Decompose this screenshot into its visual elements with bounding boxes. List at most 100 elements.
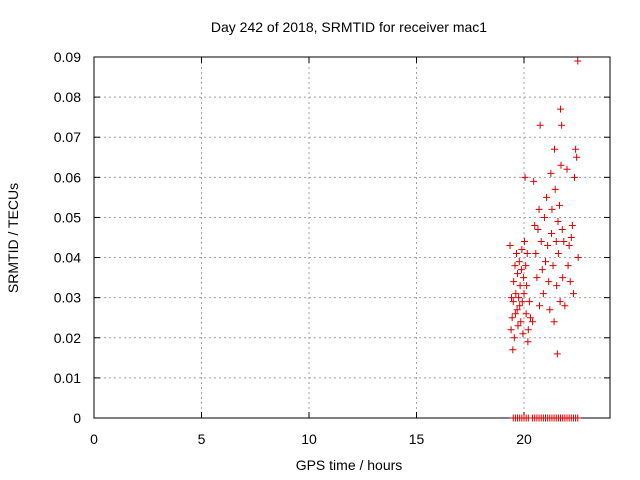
y-tick-label: 0.09 (54, 49, 81, 65)
data-point (531, 221, 539, 229)
data-point (544, 242, 552, 250)
data-point (573, 153, 581, 161)
data-point (510, 278, 518, 286)
data-point (515, 294, 523, 302)
data-point (506, 242, 514, 250)
data-point (537, 238, 545, 246)
x-tick-label: 0 (90, 431, 98, 447)
data-point (569, 290, 577, 298)
data-point (548, 229, 556, 237)
data-point (542, 258, 549, 266)
grid-lines (94, 57, 610, 418)
data-point (524, 326, 532, 334)
data-point (550, 318, 558, 326)
y-tick-label: 0.02 (54, 330, 81, 346)
data-point (536, 121, 544, 129)
data-point (519, 330, 527, 338)
y-tick-label: 0.01 (54, 370, 81, 386)
data-point (512, 290, 520, 298)
y-tick-label: 0.03 (54, 290, 81, 306)
data-point (554, 217, 562, 225)
x-tick-label: 5 (198, 431, 206, 447)
data-point (512, 250, 520, 258)
data-point (546, 306, 554, 314)
y-tick-label: 0.07 (54, 129, 81, 145)
data-point (565, 242, 573, 250)
data-point (514, 322, 522, 330)
data-point (507, 326, 515, 334)
data-point (516, 302, 524, 310)
data-point (574, 254, 582, 262)
data-point (535, 302, 543, 310)
x-axis-label: GPS time / hours (296, 457, 403, 473)
data-point (574, 57, 582, 65)
data-point (511, 262, 519, 270)
data-point (529, 318, 537, 326)
data-point (534, 225, 542, 233)
data-point (548, 205, 556, 213)
data-point (522, 262, 530, 270)
data-point (557, 161, 565, 169)
data-point (533, 274, 541, 282)
data-point (516, 282, 524, 290)
plot-frame (93, 56, 611, 419)
x-tick-label: 15 (409, 431, 425, 447)
data-point (532, 250, 540, 258)
data-point (520, 290, 528, 298)
data-point (572, 145, 580, 153)
data-point (563, 165, 571, 173)
x-tick-label: 10 (301, 431, 317, 447)
y-tick-label: 0.06 (54, 169, 81, 185)
data-point (540, 213, 548, 221)
y-tick-label: 0 (73, 410, 81, 426)
y-tick-label: 0.08 (54, 89, 81, 105)
data-point (509, 346, 517, 354)
data-point (553, 350, 561, 358)
data-point (543, 193, 551, 201)
data-point (520, 238, 528, 246)
data-point (551, 145, 559, 153)
data-point (510, 334, 518, 342)
data-point (518, 246, 526, 254)
data-point (559, 274, 567, 282)
data-point (517, 318, 525, 326)
data-point (571, 173, 579, 181)
y-tick-label: 0.05 (54, 209, 81, 225)
data-point (564, 262, 572, 270)
data-point (555, 201, 563, 209)
axis-ticks: 0 5 10 15 20 0 0.01 0.02 0.03 0.04 0.05 0.06 0.07 0.0… (54, 49, 610, 447)
data-point (508, 294, 516, 302)
data-point (514, 270, 522, 278)
data-point (539, 290, 547, 298)
data-point (554, 250, 562, 258)
y-axis-label: SRMTID / TECUs (5, 183, 21, 293)
data-point (567, 234, 575, 241)
data-point (547, 169, 555, 177)
y-tick-label: 0.04 (54, 250, 81, 266)
data-point (521, 173, 529, 181)
data-point (558, 121, 566, 129)
data-point (522, 310, 530, 318)
data-point (568, 221, 576, 229)
data-point (513, 306, 521, 314)
chart-title: Day 242 of 2018, SRMTID for receiver mac… (211, 19, 487, 35)
data-point (538, 266, 546, 274)
data-point (552, 238, 560, 246)
data-point (561, 302, 569, 310)
data-point (535, 205, 543, 213)
x-tick-label: 20 (516, 431, 532, 447)
data-point (574, 414, 582, 422)
data-point (524, 338, 532, 346)
data-point (523, 282, 531, 290)
data-point (551, 185, 559, 193)
data-point (515, 258, 523, 266)
data-point (545, 278, 553, 286)
data-point (520, 274, 528, 282)
data-point (556, 298, 564, 306)
data-point (549, 262, 557, 270)
data-point (508, 314, 516, 322)
data-point (518, 298, 526, 306)
data-point (525, 298, 533, 306)
data-point (566, 278, 574, 286)
